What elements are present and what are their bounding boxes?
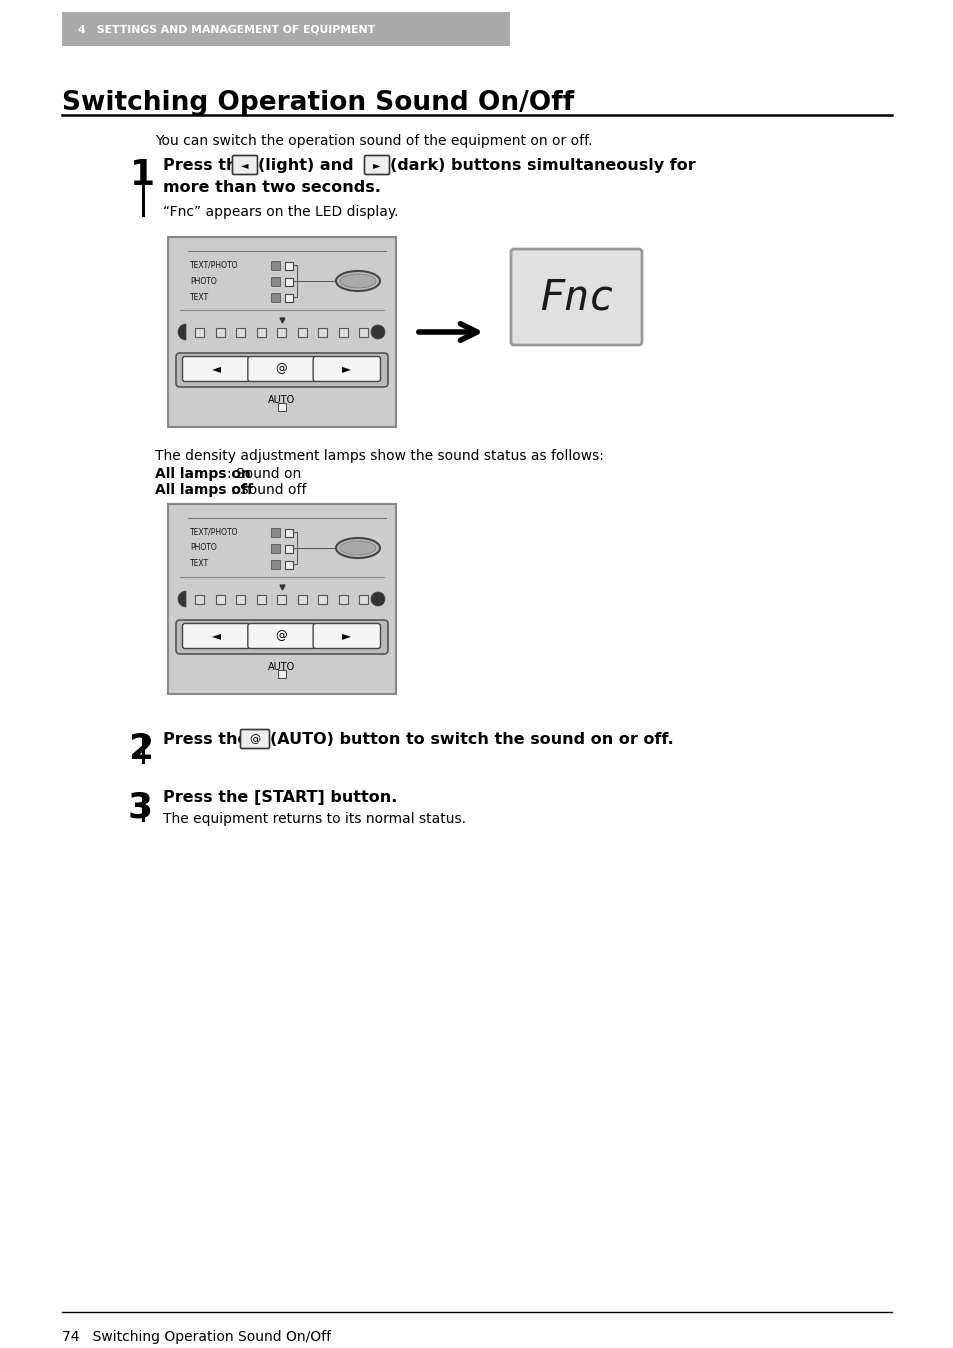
Bar bbox=[285, 561, 293, 569]
Bar bbox=[236, 328, 245, 337]
FancyBboxPatch shape bbox=[182, 624, 250, 648]
Text: All lamps off: All lamps off bbox=[154, 483, 253, 497]
Bar bbox=[318, 594, 327, 604]
Text: Press the: Press the bbox=[163, 158, 248, 173]
Text: AUTO: AUTO bbox=[268, 395, 295, 404]
Ellipse shape bbox=[335, 271, 379, 291]
Bar bbox=[277, 594, 286, 604]
Text: “Fnc” appears on the LED display.: “Fnc” appears on the LED display. bbox=[163, 205, 398, 218]
Text: 1: 1 bbox=[130, 158, 155, 191]
Text: Press the: Press the bbox=[163, 732, 248, 747]
Bar bbox=[338, 594, 348, 604]
Bar bbox=[285, 528, 293, 537]
FancyBboxPatch shape bbox=[511, 249, 641, 345]
Text: 74   Switching Operation Sound On/Off: 74 Switching Operation Sound On/Off bbox=[62, 1330, 331, 1344]
Text: ◄: ◄ bbox=[212, 363, 220, 376]
FancyBboxPatch shape bbox=[182, 356, 250, 381]
Ellipse shape bbox=[339, 541, 375, 555]
FancyBboxPatch shape bbox=[240, 729, 269, 748]
Text: PHOTO: PHOTO bbox=[190, 543, 216, 553]
Text: : Sound off: : Sound off bbox=[231, 483, 306, 497]
Ellipse shape bbox=[339, 274, 375, 288]
Bar bbox=[285, 278, 293, 286]
Bar bbox=[271, 262, 280, 270]
Text: ◄: ◄ bbox=[241, 160, 249, 170]
Text: TEXT: TEXT bbox=[190, 293, 209, 302]
Bar bbox=[215, 594, 225, 604]
Text: ►: ► bbox=[342, 363, 351, 376]
Text: : Sound on: : Sound on bbox=[227, 466, 301, 481]
Circle shape bbox=[371, 592, 385, 607]
Text: 2: 2 bbox=[128, 732, 153, 766]
Bar bbox=[271, 559, 280, 569]
Bar bbox=[168, 504, 395, 694]
Text: AUTO: AUTO bbox=[268, 662, 295, 673]
Bar bbox=[271, 276, 280, 286]
Bar bbox=[277, 670, 286, 678]
Ellipse shape bbox=[335, 538, 379, 558]
Text: 3: 3 bbox=[128, 790, 153, 824]
Text: All lamps on: All lamps on bbox=[154, 466, 251, 481]
FancyBboxPatch shape bbox=[233, 155, 257, 174]
FancyBboxPatch shape bbox=[248, 624, 314, 648]
Bar bbox=[215, 328, 225, 337]
FancyBboxPatch shape bbox=[248, 356, 314, 381]
Bar bbox=[195, 328, 204, 337]
Bar bbox=[285, 262, 293, 270]
Text: more than two seconds.: more than two seconds. bbox=[163, 181, 380, 195]
Text: @: @ bbox=[249, 735, 260, 744]
Bar bbox=[338, 328, 348, 337]
Text: @: @ bbox=[275, 363, 287, 376]
Bar bbox=[271, 293, 280, 302]
Bar bbox=[195, 594, 204, 604]
Bar bbox=[62, 12, 510, 46]
Bar bbox=[285, 545, 293, 553]
Text: ►: ► bbox=[342, 630, 351, 643]
Text: The density adjustment lamps show the sound status as follows:: The density adjustment lamps show the so… bbox=[154, 449, 603, 462]
Bar bbox=[271, 545, 280, 553]
Text: ◄: ◄ bbox=[212, 630, 220, 643]
Text: Press the [START] button.: Press the [START] button. bbox=[163, 790, 397, 805]
FancyBboxPatch shape bbox=[175, 353, 388, 387]
Text: Fnc: Fnc bbox=[538, 276, 614, 318]
Text: The equipment returns to its normal status.: The equipment returns to its normal stat… bbox=[163, 811, 465, 826]
FancyBboxPatch shape bbox=[175, 620, 388, 654]
Text: PHOTO: PHOTO bbox=[190, 276, 216, 286]
Bar bbox=[359, 328, 368, 337]
Text: Switching Operation Sound On/Off: Switching Operation Sound On/Off bbox=[62, 90, 574, 116]
Bar bbox=[359, 594, 368, 604]
Bar bbox=[256, 328, 266, 337]
Wedge shape bbox=[178, 324, 186, 340]
Text: TEXT/PHOTO: TEXT/PHOTO bbox=[190, 260, 238, 270]
Bar bbox=[318, 328, 327, 337]
Text: TEXT/PHOTO: TEXT/PHOTO bbox=[190, 527, 238, 537]
FancyBboxPatch shape bbox=[364, 155, 389, 174]
Text: (AUTO) button to switch the sound on or off.: (AUTO) button to switch the sound on or … bbox=[270, 732, 673, 747]
Circle shape bbox=[371, 325, 385, 338]
FancyBboxPatch shape bbox=[313, 624, 380, 648]
Bar bbox=[277, 403, 286, 411]
Bar bbox=[168, 237, 395, 427]
Bar bbox=[256, 594, 266, 604]
Text: TEXT: TEXT bbox=[190, 559, 209, 569]
Bar bbox=[285, 294, 293, 302]
Text: You can switch the operation sound of the equipment on or off.: You can switch the operation sound of th… bbox=[154, 133, 592, 148]
Bar bbox=[236, 594, 245, 604]
Text: 4   SETTINGS AND MANAGEMENT OF EQUIPMENT: 4 SETTINGS AND MANAGEMENT OF EQUIPMENT bbox=[78, 24, 375, 34]
Text: @: @ bbox=[275, 630, 287, 643]
Bar bbox=[277, 328, 286, 337]
Text: ►: ► bbox=[373, 160, 380, 170]
Bar bbox=[297, 328, 307, 337]
Text: (light) and: (light) and bbox=[257, 158, 354, 173]
FancyBboxPatch shape bbox=[313, 356, 380, 381]
Wedge shape bbox=[178, 590, 186, 607]
Text: (dark) buttons simultaneously for: (dark) buttons simultaneously for bbox=[390, 158, 695, 173]
Bar bbox=[297, 594, 307, 604]
Bar bbox=[271, 528, 280, 537]
